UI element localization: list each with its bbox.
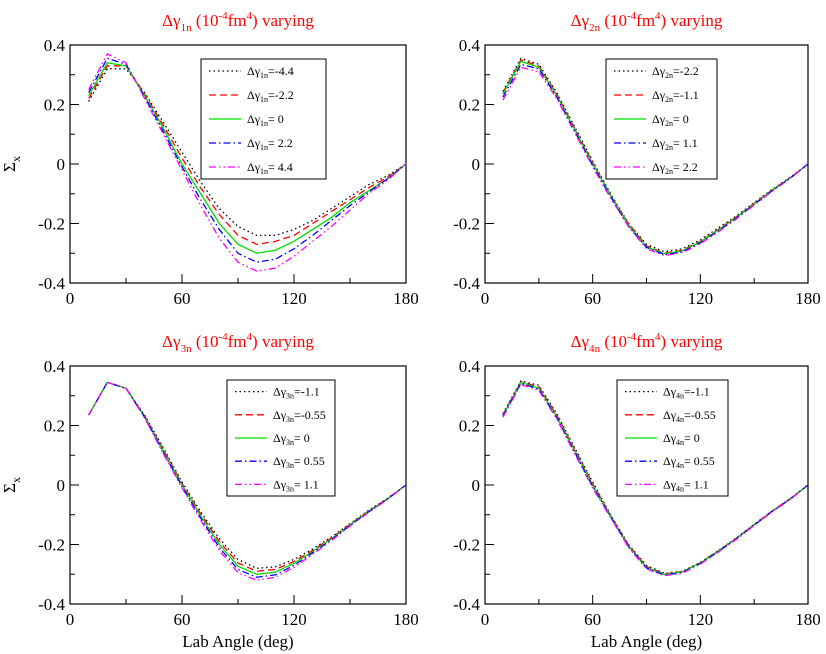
series-group: [502, 380, 808, 577]
y-tick-label: -0.2: [453, 215, 480, 234]
y-tick-label: 0: [57, 155, 66, 174]
series-line-2: [502, 59, 808, 254]
panel-title: Δγ3n (10-4fm4) varying: [162, 331, 314, 355]
series-group: [502, 57, 808, 257]
legend: Δγ4n=-1.1 Δγ4n=-0.55 Δγ4n= 0 Δγ4n= 0.55 Δγ4n…: [616, 379, 729, 497]
y-tick-label: -0.4: [453, 274, 480, 293]
y-tick-label: 0.2: [44, 96, 65, 115]
panel-title: Δγ1n (10-4fm4) varying: [162, 10, 314, 34]
series-line-5: [88, 381, 406, 581]
legend-entry: Δγ1n=-4.4: [247, 64, 294, 80]
series-line-4: [88, 381, 406, 578]
y-tick-label: -0.2: [453, 536, 480, 555]
panel-title: Δγ2n (10-4fm4) varying: [571, 10, 723, 34]
panel-3: Δγ3n (10-4fm4) varying 0 60 120 180 -0.4 -0.2 0…: [0, 331, 419, 651]
series-line-2: [88, 65, 406, 245]
x-tick-label: 0: [481, 289, 490, 308]
legend-entry: Δγ4n= 0.55: [663, 454, 715, 470]
y-axis-label: Σx: [0, 156, 23, 172]
series-group: [88, 381, 406, 581]
series-line-4: [502, 382, 808, 576]
x-tick-label: 180: [393, 610, 419, 629]
y-tick-label: 0.2: [44, 417, 65, 436]
legend: Δγ2n=-2.2 Δγ2n=-1.1 Δγ2n= 0 Δγ2n= 1.1 Δγ2n= …: [605, 58, 718, 180]
series-line-2: [502, 381, 808, 575]
x-tick-label: 180: [795, 610, 821, 629]
series-line-1: [502, 380, 808, 575]
legend-entry: Δγ3n=-1.1: [273, 385, 320, 401]
y-tick-label: 0: [57, 476, 66, 495]
legend: Δγ1n=-4.4 Δγ1n=-2.2 Δγ1n= 0 Δγ1n= 2.2 Δγ1n= …: [200, 58, 327, 180]
y-axis-label: Σx: [0, 477, 23, 493]
legend-entry: Δγ4n= 0: [663, 431, 700, 447]
x-tick-label: 60: [584, 289, 601, 308]
y-tick-label: -0.2: [38, 215, 65, 234]
x-tick-label: 60: [174, 289, 191, 308]
y-tick-label: 0: [472, 476, 481, 495]
legend-entry: Δγ1n=-2.2: [247, 88, 294, 104]
legend-entry: Δγ4n=-1.1: [663, 385, 710, 401]
x-tick-label: 180: [795, 289, 821, 308]
legend-entry: Δγ3n= 1.1: [273, 477, 319, 493]
y-tick-label: 0.4: [459, 36, 481, 55]
legend-entry: Δγ2n=-1.1: [652, 88, 699, 104]
x-axis-label: Lab Angle (deg): [591, 632, 702, 651]
y-tick-label: 0.4: [459, 357, 481, 376]
legend-entry: Δγ2n= 0: [652, 112, 689, 128]
legend-entry: Δγ2n=-2.2: [652, 64, 699, 80]
x-axis-label: Lab Angle (deg): [182, 632, 293, 651]
series-group: [88, 53, 406, 272]
legend-entry: Δγ1n= 0: [247, 112, 284, 128]
series-line-3: [88, 381, 406, 575]
x-tick-label: 120: [281, 610, 307, 629]
y-tick-label: -0.2: [38, 536, 65, 555]
x-tick-label: 60: [584, 610, 601, 629]
legend-entry: Δγ3n= 0: [273, 431, 310, 447]
legend-entry: Δγ3n=-0.55: [273, 408, 326, 424]
series-line-2: [88, 381, 406, 572]
x-tick-label: 0: [481, 610, 490, 629]
legend-entry: Δγ4n= 1.1: [663, 477, 709, 493]
panel-1: Δγ1n (10-4fm4) varying 0 60 120 180 -0.4 -0.2 0…: [0, 10, 419, 308]
legend-entry: Δγ2n= 2.2: [652, 160, 698, 176]
x-tick-label: 120: [281, 289, 307, 308]
y-tick-label: -0.4: [38, 595, 65, 614]
legend-entry: Δγ1n= 4.4: [247, 160, 293, 176]
series-line-5: [88, 53, 406, 272]
y-tick-label: -0.4: [38, 274, 65, 293]
x-tick-label: 0: [66, 610, 75, 629]
y-tick-label: 0.4: [44, 36, 66, 55]
legend-entry: Δγ3n= 0.55: [273, 454, 325, 470]
x-tick-label: 180: [393, 289, 419, 308]
y-tick-label: 0.2: [459, 96, 480, 115]
x-tick-label: 120: [688, 610, 714, 629]
x-tick-label: 120: [688, 289, 714, 308]
panel-title: Δγ4n (10-4fm4) varying: [571, 331, 723, 355]
legend: Δγ3n=-1.1 Δγ3n=-0.55 Δγ3n= 0 Δγ3n= 0.55 Δγ3n…: [226, 379, 336, 497]
series-line-4: [88, 57, 406, 263]
panel-4: Δγ4n (10-4fm4) varying 0 60 120 180 -0.4 -0.2 0…: [453, 331, 821, 651]
x-tick-label: 0: [66, 289, 75, 308]
legend-entry: Δγ1n= 2.2: [247, 136, 293, 152]
y-tick-label: 0.4: [44, 357, 66, 376]
x-tick-label: 60: [174, 610, 191, 629]
y-tick-label: 0.2: [459, 417, 480, 436]
y-tick-label: -0.4: [453, 595, 480, 614]
y-tick-label: 0: [472, 155, 481, 174]
series-line-5: [502, 66, 808, 257]
legend-entry: Δγ2n= 1.1: [652, 136, 698, 152]
panel-2: Δγ2n (10-4fm4) varying 0 60 120 180 -0.4 -0.2 0…: [453, 10, 821, 308]
legend-entry: Δγ4n=-0.55: [663, 408, 716, 424]
